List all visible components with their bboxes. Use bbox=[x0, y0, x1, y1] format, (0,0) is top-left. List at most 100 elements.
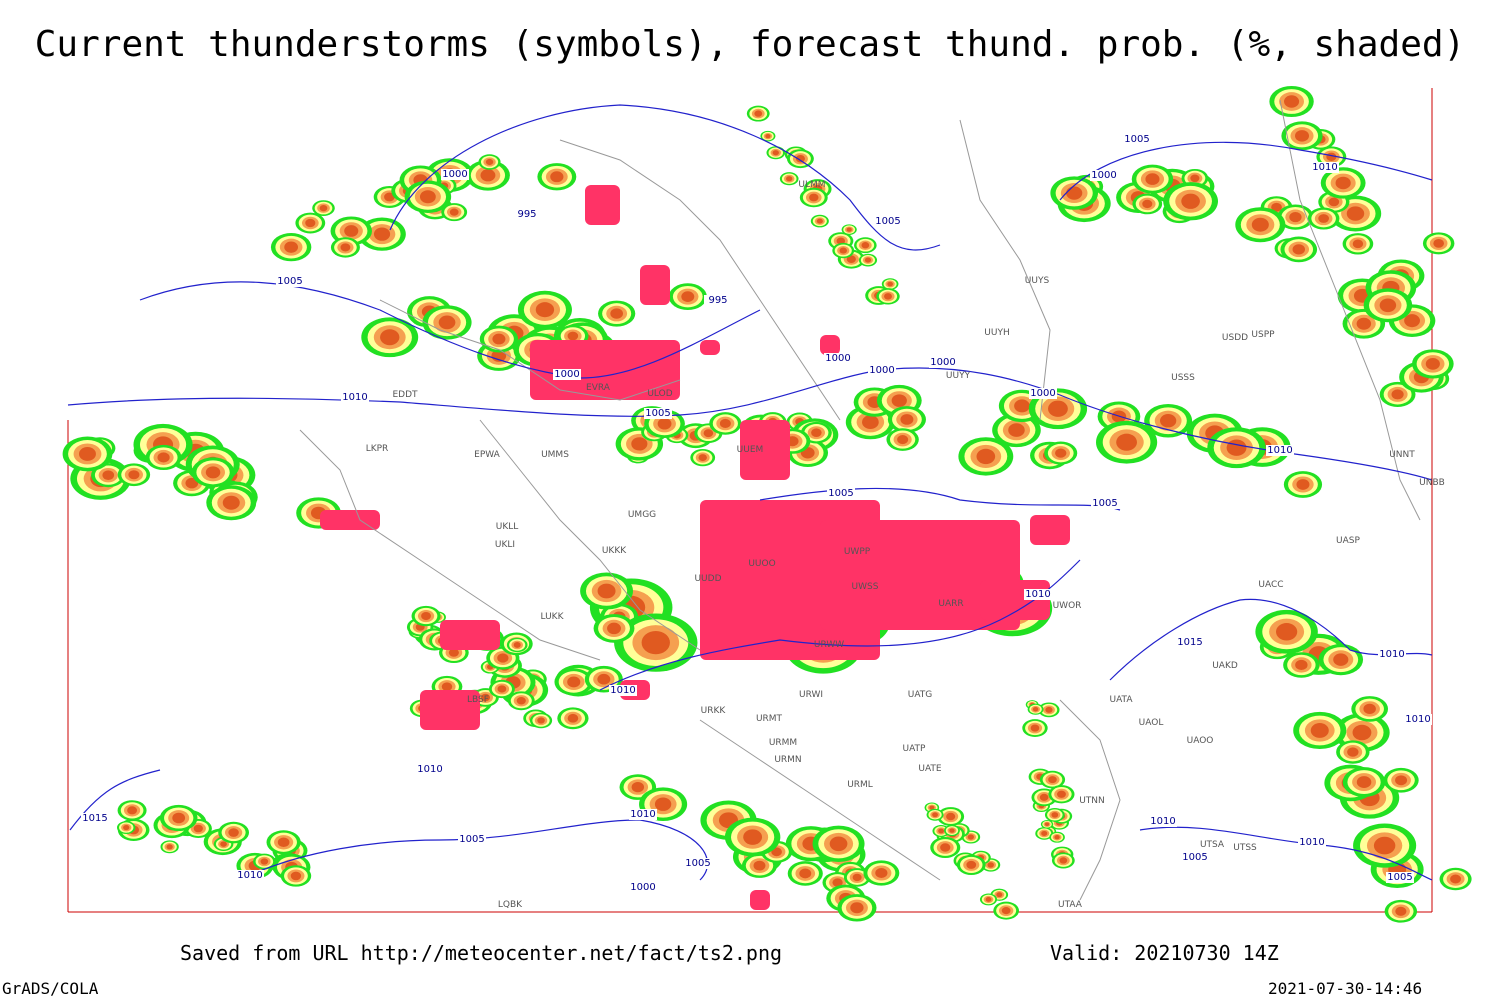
station-label: UATE bbox=[918, 764, 942, 774]
shade-blob bbox=[1059, 857, 1068, 864]
shade-blob bbox=[1295, 659, 1308, 671]
storm-symbols bbox=[1030, 515, 1070, 545]
shade-blob bbox=[946, 812, 956, 821]
shade-blob bbox=[597, 673, 611, 685]
software-credit: GrADS/COLA bbox=[2, 979, 99, 998]
station-label: ULOD bbox=[647, 389, 672, 399]
isobar-label: 995 bbox=[517, 209, 536, 220]
isobar-label-bg bbox=[868, 365, 896, 376]
isobar-label: 1005 bbox=[459, 834, 484, 845]
shade-blob bbox=[1292, 244, 1306, 255]
station-label: UWOR bbox=[1053, 601, 1082, 611]
station-label: USPP bbox=[1251, 330, 1275, 340]
isobar-label-bg bbox=[1091, 498, 1119, 509]
shade-blob bbox=[567, 676, 581, 688]
isobar-label: 1000 bbox=[630, 882, 655, 893]
station-label: EPWA bbox=[474, 450, 501, 460]
shade-blob bbox=[929, 805, 935, 810]
storm-symbols bbox=[440, 620, 500, 650]
station-label: UAOO bbox=[1187, 736, 1214, 746]
shade-blob bbox=[380, 329, 400, 346]
station-label: LBSF bbox=[467, 695, 489, 705]
shade-blob bbox=[765, 134, 771, 139]
shade-blob bbox=[497, 685, 507, 693]
isobar-label-bg bbox=[929, 357, 957, 368]
storm-symbols bbox=[820, 335, 840, 355]
isobar bbox=[759, 487, 1121, 511]
shade-blob bbox=[771, 847, 782, 857]
shade-blob bbox=[966, 860, 977, 869]
shade-blob bbox=[631, 437, 648, 451]
shade-blob bbox=[127, 806, 138, 815]
borders bbox=[299, 99, 1421, 901]
border-line bbox=[479, 419, 701, 651]
isobar-label: 1005 bbox=[828, 488, 853, 499]
station-label: UAOL bbox=[1139, 718, 1164, 728]
isobar-label: 1000 bbox=[1091, 170, 1116, 181]
isobar-label-bg bbox=[1123, 134, 1151, 145]
isobar-label-bg bbox=[1386, 872, 1414, 883]
shade-blob bbox=[1363, 703, 1376, 715]
station-label: USSS bbox=[1171, 373, 1195, 383]
station-label: URWW bbox=[814, 640, 844, 650]
shade-blob bbox=[1226, 439, 1247, 456]
storm-symbols bbox=[700, 340, 720, 355]
isobar-label: 1010 bbox=[1299, 837, 1324, 848]
shade-blob bbox=[419, 190, 436, 204]
isobar-label-bg bbox=[276, 276, 304, 287]
shade-blob bbox=[220, 841, 227, 847]
shade-blob bbox=[373, 227, 391, 241]
isobar-label-bg bbox=[629, 809, 657, 820]
shade-blob bbox=[949, 828, 955, 833]
shade-blob bbox=[305, 218, 316, 228]
station-label: URKK bbox=[701, 706, 727, 716]
isobar-label-bg bbox=[1029, 388, 1057, 399]
shade-blob bbox=[1276, 623, 1298, 641]
isobar-label-bg bbox=[236, 870, 264, 881]
shade-blob bbox=[1251, 217, 1269, 232]
shade-blob bbox=[1356, 776, 1372, 789]
shade-blob bbox=[1294, 130, 1310, 142]
shade-blob bbox=[875, 867, 888, 879]
shade-blob bbox=[1181, 193, 1200, 209]
shade-blob bbox=[1030, 724, 1040, 732]
isobar-label-bg bbox=[704, 295, 732, 306]
shade-blob bbox=[641, 630, 670, 655]
station-label: UTSA bbox=[1200, 840, 1225, 850]
shade-blob bbox=[1356, 317, 1372, 330]
title: Current thunderstorms (symbols), forecas… bbox=[35, 24, 1465, 65]
isobar bbox=[239, 819, 709, 881]
station-label: UTSS bbox=[1233, 843, 1257, 853]
shade-blob bbox=[1296, 479, 1310, 490]
shade-blob bbox=[996, 892, 1003, 898]
station-label: URMN bbox=[774, 755, 801, 765]
shade-blob bbox=[932, 812, 938, 818]
shade-blob bbox=[1391, 389, 1404, 400]
shade-blob bbox=[1310, 723, 1329, 738]
shade-blob bbox=[654, 797, 672, 811]
shade-blob bbox=[260, 858, 269, 865]
storm-symbols bbox=[640, 265, 670, 305]
station-label: UKKK bbox=[602, 546, 627, 556]
isobar bbox=[69, 769, 161, 831]
isobar-label: 1010 bbox=[237, 870, 262, 881]
shade-blob bbox=[1425, 358, 1440, 370]
valid-time: Valid: 20210730 14Z bbox=[1050, 941, 1279, 965]
isobar-label-bg bbox=[441, 169, 469, 180]
shade-blob bbox=[449, 208, 459, 216]
isobar-label: 1010 bbox=[1150, 816, 1175, 827]
shade-blob bbox=[79, 446, 96, 461]
shade-blob bbox=[1450, 874, 1462, 884]
isobar-label-bg bbox=[416, 764, 444, 775]
isobar-label: 1005 bbox=[685, 858, 710, 869]
shade-blob bbox=[1289, 212, 1302, 223]
shade-blob bbox=[1048, 400, 1068, 417]
shade-blob bbox=[698, 454, 707, 462]
shade-blob bbox=[1271, 202, 1282, 212]
shade-blob bbox=[438, 315, 456, 330]
isobar-label: 1010 bbox=[630, 809, 655, 820]
shade-blob bbox=[1395, 906, 1407, 916]
station-label: UASP bbox=[1336, 536, 1360, 546]
shade-blob bbox=[1116, 433, 1137, 451]
shade-blob bbox=[861, 242, 870, 249]
